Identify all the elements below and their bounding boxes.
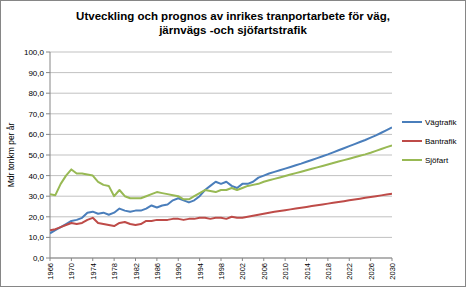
- chart: Utveckling och prognos av inrikes tranpo…: [0, 0, 466, 287]
- legend-swatch: [402, 121, 422, 123]
- grid-line: [50, 175, 392, 176]
- x-tick-label: 2002: [238, 263, 247, 280]
- title: Utveckling och prognos av inrikes tranpo…: [76, 10, 390, 36]
- y-tick-label: 20,0: [28, 213, 44, 222]
- y-tick: [46, 196, 50, 197]
- x-tick: [306, 258, 307, 261]
- x-tick: [221, 258, 222, 261]
- grid-line: [50, 93, 392, 94]
- y-tick: [46, 134, 50, 135]
- grid-line: [50, 196, 392, 197]
- legend-label: Vägtrafik: [425, 118, 458, 127]
- series-line: [50, 127, 392, 233]
- grid-line: [50, 237, 392, 238]
- y-tick: [46, 175, 50, 176]
- x-tick: [71, 258, 72, 261]
- y-tick: [46, 113, 50, 114]
- x-tick-label: 2026: [367, 263, 376, 280]
- x-tick-label: 1982: [132, 263, 141, 280]
- y-axis: [50, 52, 51, 258]
- y-tick: [46, 52, 50, 53]
- grid-line: [50, 134, 392, 135]
- series-line: [50, 194, 392, 230]
- x-tick: [156, 258, 157, 261]
- x-tick-label: 2006: [260, 263, 269, 280]
- x-tick-label: 2014: [303, 263, 312, 280]
- y-tick-label: 30,0: [28, 192, 44, 201]
- x-tick: [114, 258, 115, 261]
- x-tick-label: 1970: [67, 263, 76, 280]
- y-tick-label: 100,0: [24, 48, 45, 57]
- x-tick: [242, 258, 243, 261]
- x-tick-label: 1998: [217, 263, 226, 280]
- x-tick: [327, 258, 328, 261]
- y-axis-label: Mdr tonkm per år: [6, 122, 16, 187]
- chart-frame: [1, 1, 466, 287]
- x-tick: [50, 258, 51, 261]
- y-tick: [46, 216, 50, 217]
- grid-line: [50, 52, 392, 53]
- x-tick: [92, 258, 93, 261]
- x-tick: [263, 258, 264, 261]
- y-tick-label: 50,0: [28, 151, 44, 160]
- grid-line: [50, 72, 392, 73]
- x-tick-label: 2030: [388, 263, 397, 280]
- x-tick: [178, 258, 179, 261]
- y-tick: [46, 93, 50, 94]
- x-tick: [392, 258, 393, 261]
- x-tick: [199, 258, 200, 261]
- legend-swatch: [402, 140, 422, 142]
- x-tick-label: 1990: [174, 263, 183, 280]
- x-tick: [285, 258, 286, 261]
- plot-area: [50, 127, 392, 233]
- series-line: [50, 145, 392, 199]
- y-tick: [46, 237, 50, 238]
- y-tick-label: 90,0: [28, 69, 44, 78]
- x-tick-label: 1974: [89, 263, 98, 280]
- x-tick: [135, 258, 136, 261]
- x-tick-label: 1966: [46, 263, 55, 280]
- y-tick-label: 60,0: [28, 130, 44, 139]
- legend-swatch: [402, 159, 422, 161]
- x-tick-label: 1994: [196, 263, 205, 280]
- y-tick-label: 80,0: [28, 89, 44, 98]
- x-tick: [349, 258, 350, 261]
- y-tick: [46, 155, 50, 156]
- y-tick: [46, 72, 50, 73]
- y-tick-label: 10,0: [28, 233, 44, 242]
- legend-label: Sjöfart: [425, 156, 449, 165]
- y-tick-label: 0,0: [33, 254, 45, 263]
- x-tick-label: 2022: [345, 263, 354, 280]
- grid-line: [50, 113, 392, 114]
- x-tick: [370, 258, 371, 261]
- x-tick-label: 1986: [153, 263, 162, 280]
- y-tick: [46, 258, 50, 259]
- y-tick-label: 40,0: [28, 172, 44, 181]
- x-tick-label: 2018: [324, 263, 333, 280]
- grid-line: [50, 155, 392, 156]
- legend-label: Bantrafik: [425, 137, 458, 146]
- x-tick-label: 2010: [281, 263, 290, 280]
- y-tick-label: 70,0: [28, 110, 44, 119]
- x-tick-label: 1978: [110, 263, 119, 280]
